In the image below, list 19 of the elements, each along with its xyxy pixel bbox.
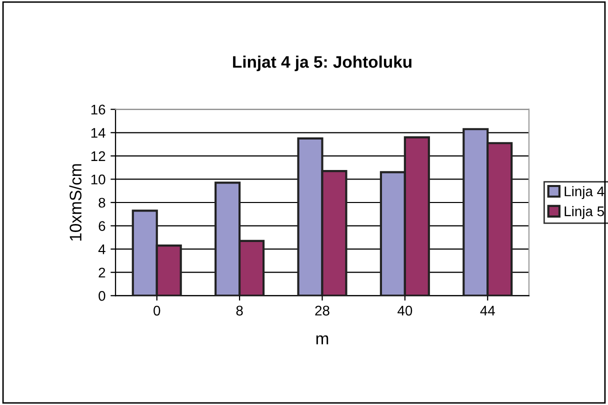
y-tick-label: 10	[91, 174, 106, 184]
x-tick-label: 28	[315, 306, 330, 316]
y-tick-label: 0	[98, 290, 106, 301]
y-tick-label: 12	[91, 151, 106, 161]
x-tick-label: 8	[236, 306, 243, 316]
y-tick-label: 6	[98, 221, 106, 231]
x-tick-label: 40	[398, 306, 412, 316]
y-tick-label: 14	[91, 128, 106, 138]
y-axis-title: 10xmS/cm	[69, 164, 82, 241]
chart-title: Linjat 4 ja 5: Johtoluku	[233, 56, 412, 72]
y-tick-label: 8	[98, 198, 106, 208]
x-tick-label: 0	[154, 306, 160, 316]
y-tick-label: 4	[98, 244, 106, 254]
y-tick-label: 2	[98, 268, 106, 278]
legend-label: Linja 4	[564, 186, 604, 200]
x-axis-title: m	[316, 335, 328, 344]
x-tick-label: 44	[480, 306, 495, 316]
legend-label: Linja 5	[564, 206, 604, 219]
y-tick-label: 16	[91, 104, 106, 115]
